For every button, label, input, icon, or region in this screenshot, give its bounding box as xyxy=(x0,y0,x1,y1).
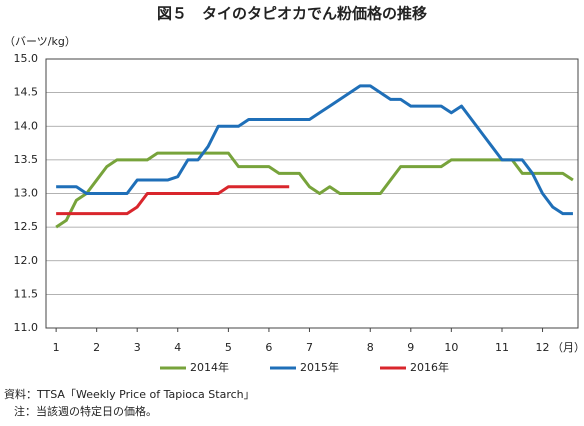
source: 資料：TTSA「Weekly Price of Tapioca Starch」 xyxy=(4,387,255,401)
x-tick-label: 8 xyxy=(367,341,374,354)
x-tick-label: 7 xyxy=(306,341,313,354)
y-tick-label: 12.0 xyxy=(14,254,39,267)
y-tick-label: 12.5 xyxy=(14,220,39,233)
y-tick-label: 13.0 xyxy=(14,187,39,200)
x-tick-label: 1 xyxy=(53,341,60,354)
x-tick-label: 3 xyxy=(134,341,141,354)
y-tick-label: 13.5 xyxy=(14,153,39,166)
plot-frame xyxy=(45,58,579,329)
x-tick-label: 5 xyxy=(225,341,232,354)
x-tick-label: 2 xyxy=(93,341,100,354)
legend-label: 2015年 xyxy=(300,360,339,374)
y-tick-label: 14.5 xyxy=(14,86,39,99)
note: 注：当該週の特定日の価格。 xyxy=(14,404,157,418)
x-tick-label: 4 xyxy=(174,341,181,354)
y-unit: （バーツ/kg） xyxy=(4,35,76,48)
chart-title: 図５ タイのタピオカでん粉価格の推移 xyxy=(157,5,427,23)
y-tick-label: 14.0 xyxy=(14,119,39,132)
legend-label: 2016年 xyxy=(410,360,449,374)
x-tick-label: 11 xyxy=(495,341,509,354)
x-unit: （月） xyxy=(552,341,584,354)
x-tick-label: 10 xyxy=(444,341,458,354)
x-tick-label: 12 xyxy=(536,341,550,354)
series-line xyxy=(55,151,574,229)
y-tick-label: 15.0 xyxy=(14,52,39,65)
x-tick-label: 9 xyxy=(407,341,414,354)
y-tick-label: 11.0 xyxy=(14,321,39,334)
series-line xyxy=(56,185,290,216)
y-tick-label: 11.5 xyxy=(14,287,39,300)
legend-label: 2014年 xyxy=(190,360,229,374)
series-line xyxy=(56,84,573,216)
x-tick-label: 6 xyxy=(265,341,272,354)
